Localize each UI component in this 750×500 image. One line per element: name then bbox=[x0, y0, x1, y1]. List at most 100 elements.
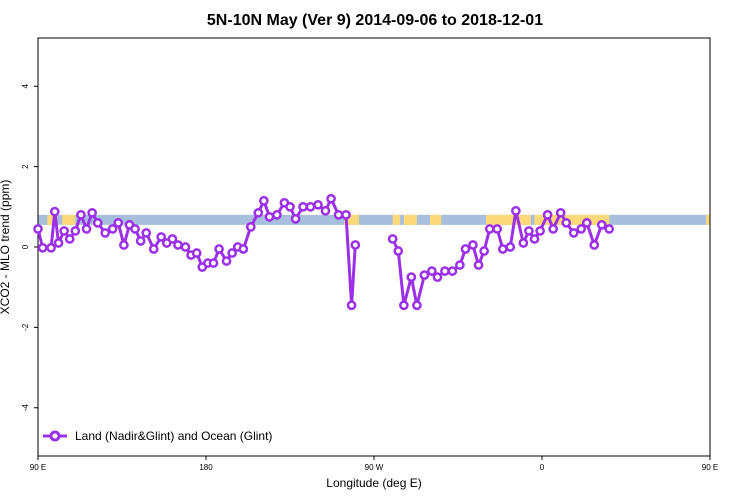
data-point bbox=[37, 242, 48, 253]
data-point bbox=[264, 212, 275, 222]
data-point bbox=[447, 266, 458, 276]
data-point bbox=[568, 228, 579, 238]
data-point bbox=[561, 218, 572, 228]
y-tick-label: 4 bbox=[21, 83, 30, 88]
data-point bbox=[208, 258, 219, 268]
land-band-segment bbox=[344, 214, 360, 225]
data-point bbox=[524, 226, 534, 236]
data-point bbox=[427, 266, 437, 276]
legend: Land (Nadir&Glint) and Ocean (Glint) bbox=[43, 429, 272, 443]
x-axis-label: Longitude (deg E) bbox=[326, 476, 421, 490]
legend-label: Land (Nadir&Glint) and Ocean (Glint) bbox=[75, 429, 272, 443]
y-tick-label: 0 bbox=[21, 244, 30, 249]
data-point bbox=[46, 242, 56, 253]
data-point bbox=[468, 240, 478, 250]
land-band-segment bbox=[392, 214, 401, 225]
y-tick-label: -2 bbox=[21, 323, 30, 331]
data-point bbox=[272, 209, 282, 220]
data-point bbox=[305, 201, 316, 212]
series-line bbox=[391, 209, 610, 307]
data-point bbox=[492, 224, 503, 234]
data-point bbox=[548, 224, 559, 234]
data-point bbox=[285, 201, 295, 212]
series-layer bbox=[33, 193, 615, 311]
data-point bbox=[76, 209, 86, 220]
x-tick-label: 90 E bbox=[30, 463, 46, 472]
data-point bbox=[70, 226, 81, 236]
data-point bbox=[191, 248, 202, 258]
x-tick-label: 0 bbox=[540, 463, 545, 472]
data-point bbox=[221, 256, 232, 266]
data-point bbox=[535, 226, 545, 236]
data-point bbox=[412, 300, 422, 311]
chart-title: 5N-10N May (Ver 9) 2014-09-06 to 2018-12… bbox=[207, 12, 543, 29]
land-band-segment bbox=[534, 214, 610, 225]
data-point bbox=[173, 240, 183, 250]
data-point bbox=[130, 224, 140, 234]
data-point bbox=[49, 206, 60, 217]
data-point bbox=[259, 195, 269, 206]
data-point bbox=[298, 201, 308, 212]
data-point bbox=[589, 240, 600, 250]
land-ocean-band bbox=[38, 214, 710, 225]
y-tick-label: -4 bbox=[21, 404, 30, 412]
data-point bbox=[81, 224, 92, 234]
plot-area bbox=[37, 37, 711, 457]
data-point bbox=[326, 193, 336, 204]
data-point bbox=[135, 236, 146, 246]
data-point bbox=[460, 244, 471, 254]
data-point bbox=[253, 207, 264, 218]
data-point bbox=[238, 244, 249, 254]
data-point bbox=[53, 238, 64, 248]
data-point bbox=[529, 234, 540, 244]
data-point bbox=[100, 228, 111, 238]
data-point bbox=[33, 224, 43, 234]
data-point bbox=[290, 214, 301, 224]
y-tick-label: 2 bbox=[21, 164, 30, 169]
x-tick-label: 90 W bbox=[365, 463, 384, 472]
data-point bbox=[320, 205, 331, 216]
data-point bbox=[119, 240, 129, 250]
land-band-segment bbox=[706, 214, 710, 225]
data-point bbox=[350, 240, 361, 250]
data-point bbox=[148, 244, 159, 254]
data-point bbox=[313, 199, 323, 210]
data-point bbox=[518, 238, 529, 248]
ocean-band bbox=[38, 214, 710, 225]
data-point bbox=[581, 218, 592, 228]
data-point bbox=[393, 246, 404, 256]
x-tick-label: 90 E bbox=[702, 463, 718, 472]
data-point bbox=[64, 234, 75, 244]
data-point bbox=[333, 209, 344, 220]
data-point bbox=[511, 205, 521, 216]
data-point bbox=[555, 207, 566, 218]
data-point bbox=[419, 270, 430, 280]
land-band-segment bbox=[403, 214, 417, 225]
data-point bbox=[399, 300, 409, 311]
land-band-segment bbox=[47, 214, 53, 225]
data-point bbox=[113, 218, 124, 228]
data-point bbox=[156, 232, 167, 242]
data-point bbox=[505, 242, 516, 252]
data-point bbox=[227, 248, 237, 258]
data-point bbox=[107, 224, 118, 234]
data-point bbox=[576, 224, 587, 234]
data-point bbox=[406, 272, 417, 282]
data-point bbox=[604, 224, 615, 234]
data-point bbox=[497, 244, 508, 254]
data-point bbox=[346, 300, 357, 311]
data-point bbox=[245, 222, 256, 232]
axes: 90 E 180 90 W 0 90 E -4 -2 0 2 4 bbox=[21, 83, 718, 472]
data-point bbox=[455, 260, 465, 270]
data-point bbox=[87, 207, 97, 218]
data-point bbox=[167, 234, 178, 244]
land-band-segment bbox=[62, 214, 76, 225]
data-point bbox=[141, 228, 152, 238]
land-band-segment bbox=[430, 214, 442, 225]
data-point bbox=[387, 234, 398, 244]
x-tick-label: 180 bbox=[199, 463, 213, 472]
data-point bbox=[440, 266, 450, 276]
data-point bbox=[479, 246, 489, 256]
data-point bbox=[432, 272, 443, 282]
